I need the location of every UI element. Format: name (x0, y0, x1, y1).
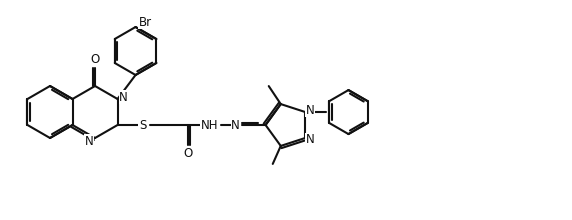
Text: N: N (85, 134, 93, 147)
Text: O: O (183, 147, 192, 160)
Text: Br: Br (139, 15, 152, 29)
Text: S: S (139, 119, 146, 132)
Text: N: N (231, 119, 240, 132)
Text: O: O (90, 53, 100, 66)
Text: N: N (306, 104, 315, 117)
Text: N: N (306, 134, 315, 147)
Text: N: N (119, 90, 128, 103)
Text: NH: NH (201, 119, 219, 132)
